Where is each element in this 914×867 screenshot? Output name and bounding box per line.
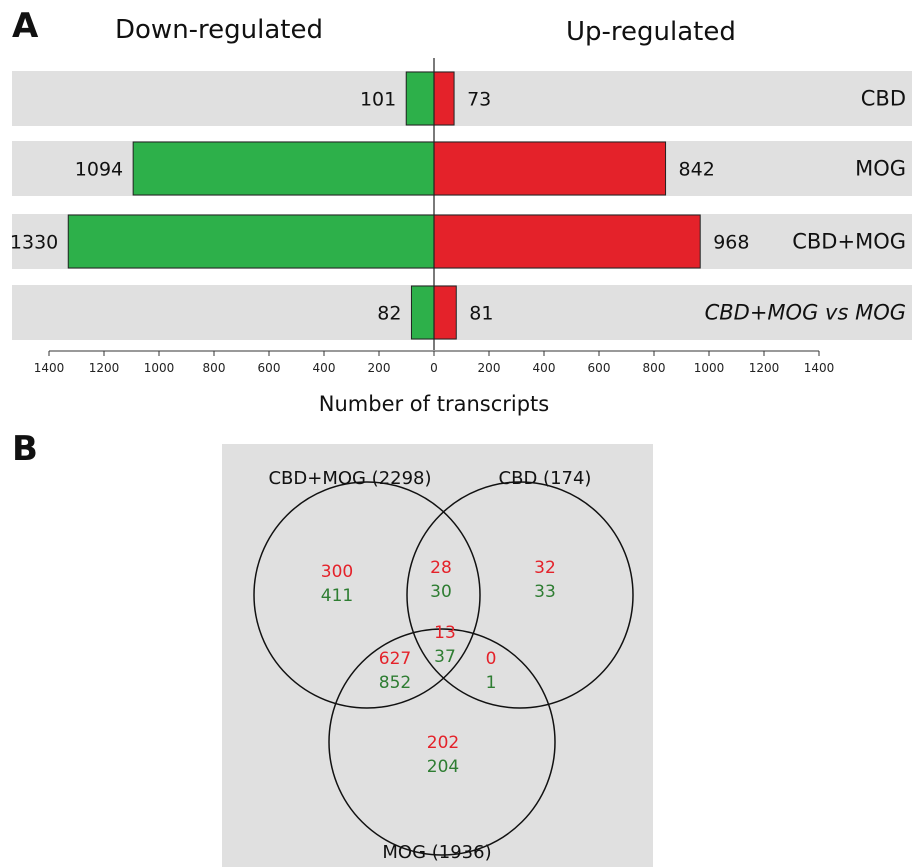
venn-circle (253, 481, 481, 709)
venn-circle (406, 481, 634, 709)
data-label-up: 73 (467, 89, 491, 111)
x-tick-label: 0 (430, 361, 438, 375)
x-tick-label: 1000 (144, 361, 175, 375)
x-tick-label: 1400 (34, 361, 65, 375)
venn-count-up: 0 (486, 649, 497, 669)
venn-background (222, 444, 653, 867)
x-tick-label: 200 (478, 361, 501, 375)
venn-count-down: 1 (486, 673, 497, 693)
x-tick-label: 1200 (749, 361, 780, 375)
category-label: MOG (855, 157, 906, 181)
down-regulated-heading: Down-regulated (115, 15, 323, 45)
row-background (12, 71, 912, 126)
data-label-up: 842 (679, 159, 715, 181)
x-axis-label: Number of transcripts (318, 392, 550, 416)
x-tick-label: 1200 (89, 361, 120, 375)
x-tick-label: 600 (588, 361, 611, 375)
venn-count-up: 13 (434, 623, 456, 643)
x-tick-label: 1000 (694, 361, 725, 375)
bar-up (433, 141, 667, 196)
venn-set-label: CBD+MOG (2298) (268, 468, 431, 489)
venn-count-up: 202 (427, 733, 459, 753)
bar-up (433, 214, 701, 269)
venn-circle (328, 628, 556, 856)
x-tick-label: 600 (258, 361, 281, 375)
bar-down (67, 214, 435, 269)
panel-label-a: A (12, 6, 39, 46)
bar-up (433, 71, 455, 126)
venn-count-up: 32 (534, 558, 556, 578)
venn-count-down: 37 (434, 647, 456, 667)
venn-count-down: 852 (379, 673, 411, 693)
data-label-down: 101 (360, 89, 396, 111)
panel-label-b: B (12, 429, 38, 469)
venn-count-up: 28 (430, 558, 452, 578)
category-label: CBD (861, 87, 906, 111)
venn-count-up: 627 (379, 649, 411, 669)
diverging-bar-chart: 101 73 CBD 1094 842 MOG 1330 968 CBD+MOG 82 81 CBD+… (10, 58, 912, 375)
category-label: CBD+MOG vs MOG (705, 301, 906, 325)
data-label-up: 968 (713, 232, 749, 254)
venn-count-down: 33 (534, 582, 556, 602)
venn-count-down: 411 (321, 586, 353, 606)
venn-count-down: 204 (427, 757, 459, 777)
up-regulated-heading: Up-regulated (566, 17, 736, 47)
x-tick-label: 200 (368, 361, 391, 375)
x-tick-label: 400 (533, 361, 556, 375)
row-background (12, 285, 912, 340)
data-label-up: 81 (469, 303, 493, 325)
venn-set-label: CBD (174) (499, 468, 592, 489)
bar-down (132, 141, 435, 196)
x-tick-label: 400 (313, 361, 336, 375)
venn-count-down: 30 (430, 582, 452, 602)
data-label-down: 1094 (75, 159, 123, 181)
venn-set-label: MOG (1936) (382, 842, 491, 863)
venn-diagram: CBD+MOG (2298) CBD (174)MOG (1936)3004112… (222, 444, 653, 867)
data-label-down: 82 (377, 303, 401, 325)
x-tick-label: 1400 (804, 361, 835, 375)
venn-count-up: 300 (321, 562, 353, 582)
x-tick-label: 800 (203, 361, 226, 375)
bar-down (410, 285, 435, 340)
category-label: CBD+MOG (792, 230, 906, 254)
data-label-down: 1330 (10, 232, 58, 254)
x-tick-label: 800 (643, 361, 666, 375)
bar-down (405, 71, 435, 126)
bar-up (433, 285, 457, 340)
